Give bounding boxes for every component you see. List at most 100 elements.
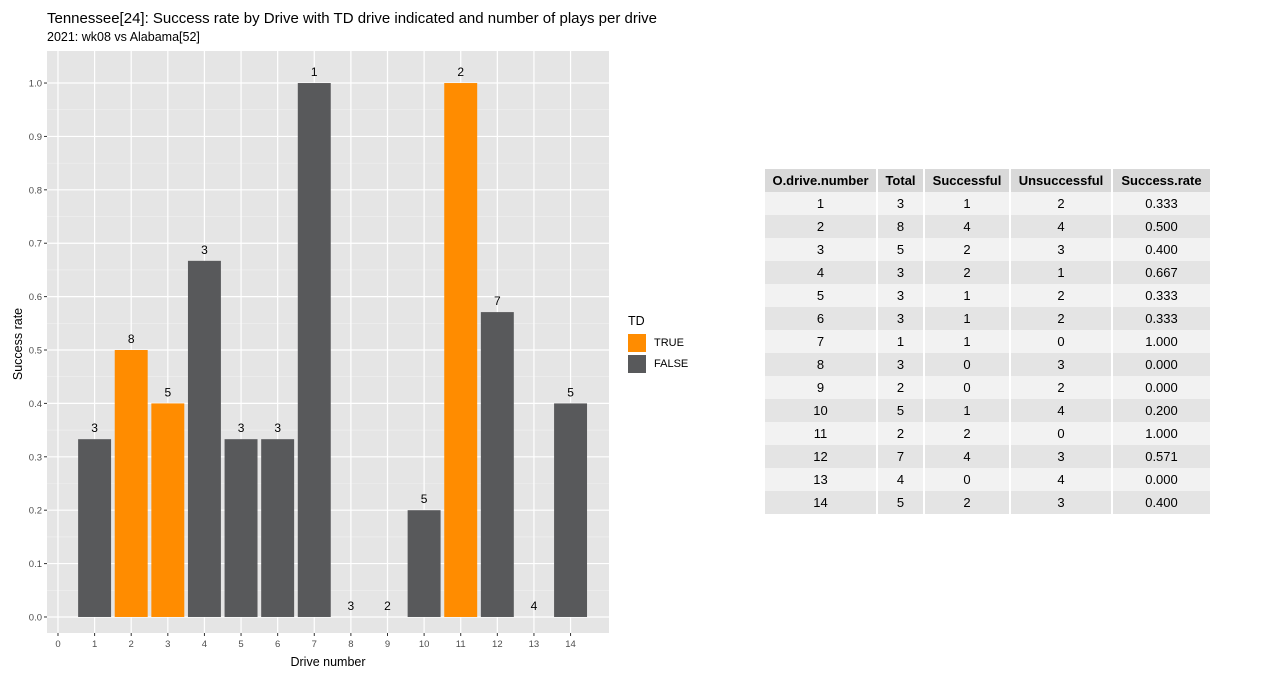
legend-label-true: TRUE	[654, 336, 684, 349]
table-cell: 4	[1010, 468, 1113, 491]
bar-drive-7	[297, 83, 331, 617]
x-tick-label: 4	[202, 639, 207, 650]
table-cell: 6	[765, 307, 878, 330]
table-cell: 3	[765, 238, 878, 261]
table-cell: 4	[877, 468, 925, 491]
table-row: 4 3 2 1 0.667	[765, 261, 1210, 284]
table-row: 6 3 1 2 0.333	[765, 307, 1210, 330]
y-tick-label: 0.6	[29, 292, 42, 303]
chart-subtitle: 2021: wk08 vs Alabama[52]	[47, 30, 200, 44]
table-cell: 14	[765, 491, 878, 514]
table-cell: 1	[924, 192, 1011, 215]
bar-drive-10	[407, 510, 441, 617]
table-cell: 1	[1010, 261, 1113, 284]
bar-plays-label: 2	[457, 65, 464, 79]
bar-drive-5	[224, 439, 258, 617]
y-tick-label: 0.7	[29, 239, 42, 250]
table-cell: 3	[877, 284, 925, 307]
table-cell: 0	[924, 376, 1011, 399]
legend-item-false: FALSE	[628, 353, 688, 374]
bar-plays-label: 7	[494, 294, 501, 308]
x-tick-label: 12	[492, 639, 503, 650]
table-cell: 0	[924, 468, 1011, 491]
table-cell: 2	[1010, 284, 1113, 307]
table-cell: 3	[877, 353, 925, 376]
bar-drive-3	[151, 403, 185, 617]
table-header: Successful	[924, 169, 1011, 192]
table-cell: 1	[924, 330, 1011, 353]
table-cell: 0.400	[1112, 491, 1210, 514]
bar-drive-2	[114, 350, 148, 617]
table-cell: 1.000	[1112, 422, 1210, 445]
table-cell: 0.000	[1112, 468, 1210, 491]
table-cell: 1	[924, 284, 1011, 307]
table-cell: 0.333	[1112, 284, 1210, 307]
bar-drive-12	[480, 312, 514, 617]
bar-plays-label: 3	[348, 599, 355, 613]
bar-drive-14	[554, 403, 588, 617]
x-tick-label: 10	[419, 639, 430, 650]
x-tick-label: 14	[565, 639, 576, 650]
table-header-row: O.drive.number Total Successful Unsucces…	[765, 169, 1210, 192]
table-row: 12 7 4 3 0.571	[765, 445, 1210, 468]
bar-plays-label: 5	[164, 385, 171, 399]
y-tick-label: 1.0	[29, 79, 42, 90]
y-tick-label: 0.9	[29, 132, 42, 143]
table-cell: 3	[1010, 491, 1113, 514]
table-cell: 11	[765, 422, 878, 445]
table-cell: 3	[877, 261, 925, 284]
table-cell: 9	[765, 376, 878, 399]
legend-title: TD	[628, 314, 645, 328]
table-row: 8 3 0 3 0.000	[765, 353, 1210, 376]
table-cell: 0.000	[1112, 353, 1210, 376]
table-cell: 0.571	[1112, 445, 1210, 468]
table-cell: 4	[765, 261, 878, 284]
chart-title: Tennessee[24]: Success rate by Drive wit…	[47, 10, 658, 27]
x-tick-label: 13	[529, 639, 540, 650]
x-tick-label: 9	[385, 639, 390, 650]
x-tick-label: 5	[238, 639, 243, 650]
table-cell: 4	[1010, 399, 1113, 422]
table-cell: 2	[765, 215, 878, 238]
x-tick-label: 2	[129, 639, 134, 650]
table-cell: 4	[924, 215, 1011, 238]
table-row: 14 5 2 3 0.400	[765, 491, 1210, 514]
table-cell: 4	[1010, 215, 1113, 238]
table-cell: 2	[1010, 307, 1113, 330]
table-cell: 0.500	[1112, 215, 1210, 238]
table-cell: 2	[1010, 192, 1113, 215]
bar-plays-label: 4	[531, 599, 538, 613]
legend-label-false: FALSE	[654, 357, 689, 370]
table-cell: 7	[765, 330, 878, 353]
bar-plays-label: 5	[421, 492, 428, 506]
table-cell: 1	[924, 399, 1011, 422]
table-cell: 3	[1010, 238, 1113, 261]
table-cell: 1.000	[1112, 330, 1210, 353]
table-cell: 2	[877, 422, 925, 445]
table-header: Success.rate	[1112, 169, 1210, 192]
table-cell: 0	[1010, 422, 1113, 445]
table-row: 3 5 2 3 0.400	[765, 238, 1210, 261]
table-row: 10 5 1 4 0.200	[765, 399, 1210, 422]
bar-plays-label: 8	[128, 332, 135, 346]
x-tick-label: 7	[312, 639, 317, 650]
table-cell: 13	[765, 468, 878, 491]
bar-plays-label: 2	[384, 599, 391, 613]
legend-swatch-true	[628, 333, 646, 352]
y-tick-label: 0.5	[29, 346, 42, 357]
bar-plays-label: 3	[274, 421, 281, 435]
table-cell: 2	[924, 261, 1011, 284]
bar-drive-4	[187, 260, 221, 617]
table-cell: 0	[1010, 330, 1113, 353]
table-cell: 10	[765, 399, 878, 422]
legend-item-true: TRUE	[628, 332, 688, 353]
bar-plays-label: 5	[567, 385, 574, 399]
y-tick-label: 0.3	[29, 452, 42, 463]
table-cell: 1	[924, 307, 1011, 330]
table-row: 7 1 1 0 1.000	[765, 330, 1210, 353]
y-tick-label: 0.2	[29, 506, 42, 517]
table-cell: 8	[765, 353, 878, 376]
bar-plays-label: 3	[91, 421, 98, 435]
table-cell: 2	[877, 376, 925, 399]
table-cell: 0.000	[1112, 376, 1210, 399]
